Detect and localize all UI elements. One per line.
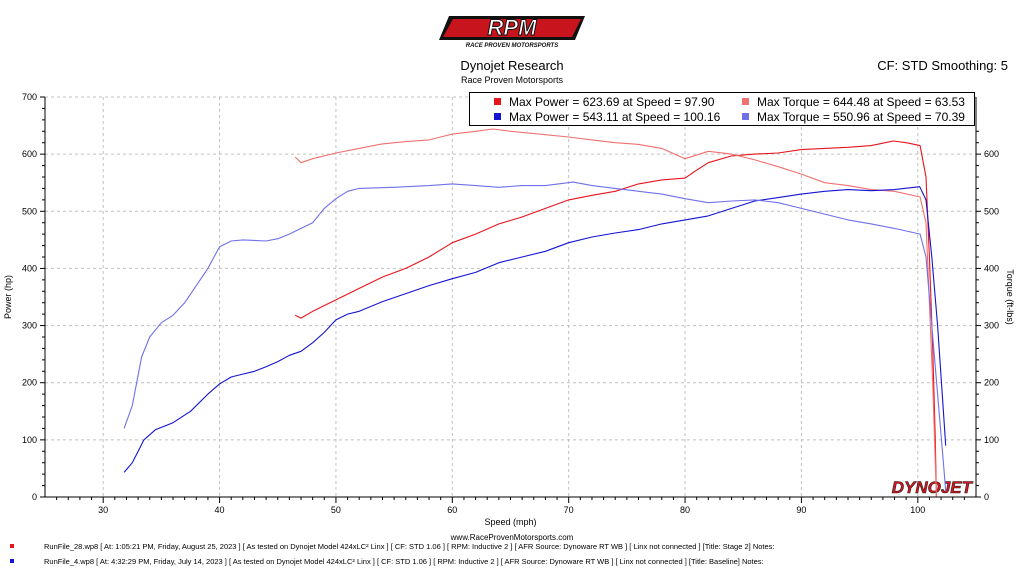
run-info-line: RunFile_28.wp8 [ At: 1:05:21 PM, Friday,… [10,542,775,551]
chart-title: Dynojet Research [460,58,564,73]
x-tick-label: 90 [796,505,806,515]
legend-item: Max Power = 543.11 at Speed = 100.16 [494,110,720,124]
run-color-dot [10,544,14,548]
series-line [294,128,937,498]
x-tick-label: 40 [215,505,225,515]
x-tick-label: 30 [98,505,108,515]
legend-label: Max Power = 623.69 at Speed = 97.90 [509,95,715,109]
y-tick-label-right: 100 [984,435,999,445]
cf-smoothing-info: CF: STD Smoothing: 5 [877,58,1008,73]
legend-item: Max Power = 623.69 at Speed = 97.90 [494,95,714,109]
y-tick-label-left: 500 [22,206,37,216]
y-tick-label-right: 600 [984,149,999,159]
run-info-line: RunFile_4.wp8 [ At: 4:32:29 PM, Friday, … [10,557,764,566]
legend-swatch [494,98,501,105]
y-tick-label-right: 200 [984,378,999,388]
run-info-text: RunFile_28.wp8 [ At: 1:05:21 PM, Friday,… [44,542,775,551]
series-line [123,181,947,492]
legend-swatch [742,113,749,120]
y-tick-label-left: 700 [22,92,37,102]
x-tick-label: 50 [331,505,341,515]
legend-label: Max Torque = 550.96 at Speed = 70.39 [757,110,965,124]
series-line [123,186,947,473]
y-tick-label-left: 200 [22,378,37,388]
y-tick-label-right: 500 [984,206,999,216]
y-tick-label-left: 400 [22,263,37,273]
y-tick-label-right: 0 [984,492,989,502]
grid [45,96,976,497]
run-info-text: RunFile_4.wp8 [ At: 4:32:29 PM, Friday, … [44,557,764,566]
logo-text: RPM [488,15,538,40]
y-tick-label-right: 300 [984,321,999,331]
x-axis-label: Speed (mph) [484,517,536,527]
y-tick-label-left: 600 [22,149,37,159]
series-layer [123,128,947,498]
axes: 30 40 50 60 70 80 90 100 0 100 200 300 400 500 600 700 0… [3,92,1015,527]
y-tick-label-right: 400 [984,263,999,273]
x-tick-label: 100 [910,505,925,515]
x-tick-label: 70 [564,505,574,515]
legend-item: Max Torque = 644.48 at Speed = 63.53 [742,95,965,109]
y-tick-label-left: 300 [22,321,37,331]
y-tick-label-left: 0 [32,492,37,502]
x-tick-label: 60 [447,505,457,515]
series-line [294,140,937,498]
y-tick-label-left: 100 [22,435,37,445]
legend-label: Max Torque = 644.48 at Speed = 63.53 [757,95,965,109]
legend-swatch [494,113,501,120]
y-axis-label-right: Torque (ft-lbs) [1005,269,1015,325]
legend: Max Power = 623.69 at Speed = 97.90 Max … [469,92,975,126]
logo-tagline: RACE PROVEN MOTORSPORTS [466,43,558,49]
run-color-dot [10,559,14,563]
chart-subtitle: Race Proven Motorsports [460,75,564,85]
website-url: www.RaceProvenMotorsports.com [450,533,574,542]
legend-item: Max Torque = 550.96 at Speed = 70.39 [742,110,965,124]
dynojet-watermark: DYNOJET [892,478,974,497]
legend-label: Max Power = 543.11 at Speed = 100.16 [509,110,721,124]
x-tick-label: 80 [680,505,690,515]
y-axis-label-left: Power (hp) [3,275,13,319]
rpm-logo: RPM RACE PROVEN MOTORSPORTS [439,15,585,49]
legend-swatch [742,98,749,105]
watermark-layer: DYNOJET [891,478,974,498]
